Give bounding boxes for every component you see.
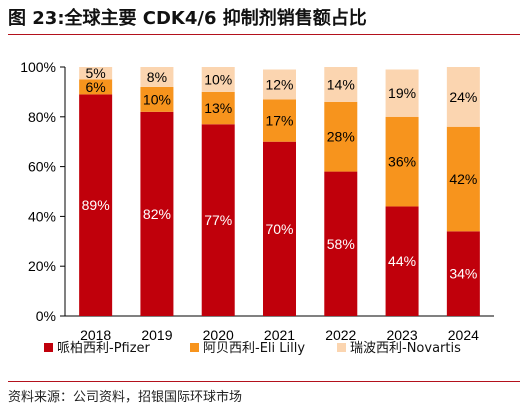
x-tick-label: 2021 (264, 327, 295, 343)
data-label: 19% (388, 85, 416, 101)
y-tick-label: 100% (20, 59, 56, 75)
data-label: 8% (147, 69, 167, 85)
bar-segment (263, 69, 296, 100)
y-tick-label: 20% (28, 258, 56, 274)
bar-segment (79, 67, 113, 80)
bar-segment (446, 231, 480, 316)
y-tick-label: 0% (36, 308, 56, 324)
source-note: 资料来源：公司资料，招银国际环球市场 (8, 381, 520, 405)
y-tick-label: 40% (28, 208, 56, 224)
data-label: 36% (388, 154, 416, 170)
x-tick-label: 2023 (386, 327, 417, 343)
x-tick-label: 2022 (325, 327, 356, 343)
x-tick-label: 2020 (203, 327, 234, 343)
bar-segment (324, 67, 358, 102)
data-label: 28% (327, 129, 355, 145)
data-label: 34% (449, 266, 477, 282)
axes: 0% 20% 40% 60% 80% 100% 2018 2019 2020 2021 2022 20… (20, 59, 494, 343)
data-label: 42% (449, 171, 477, 187)
data-label: 10% (204, 71, 232, 87)
bar-segment (263, 99, 296, 142)
data-label: 6% (86, 79, 106, 95)
data-label: 14% (327, 76, 355, 92)
bar-segment (385, 206, 419, 316)
legend-swatch (337, 343, 346, 352)
bar-segment (263, 141, 296, 316)
data-label: 58% (327, 236, 355, 252)
data-label: 10% (143, 91, 171, 107)
bar-segment (140, 86, 174, 112)
bar-segment (79, 94, 113, 316)
x-tick-label: 2024 (448, 327, 479, 343)
bar-segment (140, 67, 174, 87)
data-label: 77% (204, 212, 232, 228)
bar-segment (324, 171, 358, 316)
legend-label: 瑞波西利-Novartis (350, 341, 461, 356)
legend-label: 哌柏西利-Pfizer (57, 340, 151, 356)
y-tick-label: 60% (28, 159, 56, 175)
bar-segment (385, 116, 419, 207)
data-label: 70% (265, 221, 293, 237)
bar-segment (446, 67, 480, 127)
chart-title: 图 23:全球主要 CDK4/6 抑制剂销售额占比 (8, 4, 520, 35)
bar-segment (385, 69, 419, 117)
data-label: 12% (265, 76, 293, 92)
data-label: 44% (388, 253, 416, 269)
bar-segment (201, 67, 235, 92)
bar-segment (79, 79, 113, 95)
bar-segment (201, 124, 235, 317)
bars: 89% 6%5% 82% 10% 8% 77% 13% 10% 70% 17% 12% 58% 28% 1… (79, 65, 480, 317)
legend: 哌柏西利-Pfizer 阿贝西利-Eli Lilly 瑞波西利-Novartis (44, 340, 461, 356)
bar-segment (324, 101, 358, 172)
data-label: 17% (265, 113, 293, 129)
data-label: 24% (449, 89, 477, 105)
x-tick-label: 2018 (80, 327, 111, 343)
stacked-bar-chart: 0% 20% 40% 60% 80% 100% 2018 2019 2020 2021 2022 20… (20, 59, 494, 356)
data-label: 89% (82, 197, 110, 213)
x-tick-label: 2019 (141, 327, 172, 343)
legend-swatch (44, 343, 53, 352)
bar-segment (446, 126, 480, 232)
data-label: 13% (204, 100, 232, 116)
data-label: 82% (143, 206, 171, 222)
bar-segment (140, 111, 174, 316)
data-label: 5% (86, 65, 106, 81)
legend-label: 阿贝西利-Eli Lilly (203, 341, 305, 356)
y-tick-label: 80% (28, 109, 56, 125)
legend-swatch (190, 343, 199, 352)
bar-segment (201, 91, 235, 125)
